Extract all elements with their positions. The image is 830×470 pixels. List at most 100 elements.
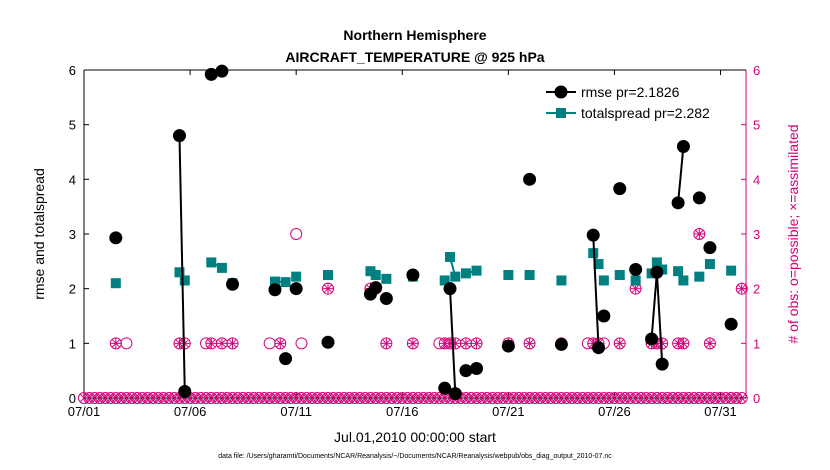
spread-point [216, 262, 227, 273]
spread-point [460, 268, 471, 279]
obs-possible-marker [322, 282, 335, 295]
legend-spread-label: totalspread pr=2.282 [581, 105, 710, 121]
spread-point [179, 275, 190, 286]
spread-point [471, 265, 482, 276]
spread-point [280, 277, 291, 288]
rmse-point [459, 364, 473, 378]
y-tick-label: 6 [69, 63, 76, 78]
obs-possible-zero-marker [735, 392, 748, 404]
y-tick-label: 0 [69, 391, 76, 406]
rmse-point [671, 196, 685, 210]
rmse-point [379, 292, 393, 306]
obs-possible-marker [703, 337, 716, 350]
y2-tick-label: 4 [753, 172, 760, 187]
spread-point [704, 259, 715, 270]
spread-point [450, 271, 461, 282]
x-tick-label: 07/01 [68, 404, 101, 419]
x-axis-label: Jul.01,2010 00:00:00 start [334, 429, 496, 445]
rmse-point [226, 277, 240, 291]
rmse-point [703, 241, 717, 255]
x-tick-label: 07/31 [704, 404, 737, 419]
rmse-point [321, 335, 335, 349]
spread-point [598, 275, 609, 286]
x-tick-label: 07/26 [598, 404, 631, 419]
y2-tick-label: 6 [753, 63, 760, 78]
y-tick-label: 5 [69, 118, 76, 133]
legend-box [540, 78, 740, 126]
spread-point [269, 276, 280, 287]
spread-point [110, 278, 121, 289]
rmse-point [215, 64, 229, 78]
obs-possible-marker [295, 337, 308, 350]
rmse-point [369, 281, 383, 295]
spread-point [673, 266, 684, 277]
spread-point [291, 271, 302, 282]
spread-point [445, 251, 456, 262]
y-axis-label: rmse and totalspread [31, 168, 47, 300]
y-tick-label: 1 [69, 336, 76, 351]
spread-point [556, 275, 567, 286]
spread-point [651, 257, 662, 268]
rmse-point [650, 265, 664, 279]
x-tick-label: 07/06 [174, 404, 207, 419]
obs-possible-marker [406, 337, 419, 350]
data-file-footnote: data file: /Users/gharamti/Documents/NCA… [218, 453, 612, 460]
legend-rmse-label: rmse pr=2.1826 [581, 84, 680, 100]
x-tick-label: 07/16 [386, 404, 419, 419]
obs-possible-marker [274, 337, 287, 350]
rmse-point [586, 228, 600, 242]
y-tick-label: 2 [69, 282, 76, 297]
spread-point [381, 273, 392, 284]
spread-point [593, 259, 604, 270]
y2-tick-label: 3 [753, 227, 760, 242]
rmse-point [172, 129, 186, 143]
obs-possible-marker [380, 337, 393, 350]
rmse-point [501, 339, 515, 353]
legend-rmse-marker [554, 85, 568, 99]
spread-point [323, 270, 334, 280]
rmse-point [109, 231, 123, 245]
spread-point [630, 275, 641, 286]
rmse-line-segment [677, 146, 685, 203]
legend: rmse pr=2.1826 totalspread pr=2.282 [540, 78, 740, 126]
rmse-point [178, 384, 192, 398]
rmse-point [443, 282, 457, 296]
rmse-point [470, 361, 484, 375]
obs-possible-marker [613, 337, 626, 350]
rmse-point [629, 263, 643, 277]
rmse-point [597, 309, 611, 323]
chart-subtitle: AIRCRAFT_TEMPERATURE @ 925 hPa [285, 49, 544, 65]
rmse-point [592, 341, 606, 355]
rmse-point [676, 140, 690, 154]
obs-possible-marker [735, 282, 748, 295]
rmse-line-segment [592, 235, 600, 348]
y-tick-label: 4 [69, 172, 76, 187]
spread-point [678, 275, 689, 286]
rmse-line-segment [178, 135, 186, 392]
rmse-point [523, 172, 537, 186]
obs-possible-marker [290, 228, 303, 240]
obs-possible-marker [693, 228, 706, 240]
y-tick-label: 3 [69, 227, 76, 242]
rmse-point [613, 182, 627, 196]
spread-point [694, 271, 705, 282]
spread-point [439, 275, 450, 286]
y2-tick-label: 5 [753, 118, 760, 133]
spread-point [614, 270, 625, 280]
x-tick-label: 07/11 [280, 404, 312, 419]
rmse-line-segment [449, 288, 457, 394]
rmse-point [279, 352, 293, 366]
spread-point [503, 270, 514, 280]
obs-possible-marker [523, 337, 536, 350]
spread-point [206, 257, 217, 268]
rmse-point [204, 67, 218, 81]
spread-point [370, 270, 381, 280]
rmse-point [406, 268, 420, 282]
rmse-point [554, 337, 568, 351]
chart-title: Northern Hemisphere [343, 27, 486, 43]
spread-point [726, 265, 737, 276]
spread-point [174, 267, 185, 278]
obs-assimilated-zero-marker [737, 394, 746, 402]
y2-axis-label: # of obs: o=possible; ×=assimilated [785, 124, 801, 343]
